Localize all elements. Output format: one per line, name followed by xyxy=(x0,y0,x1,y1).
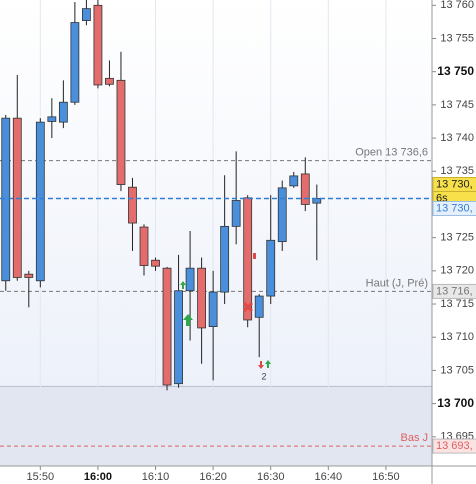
order-mark xyxy=(253,253,256,259)
x-tick-label: 16:30 xyxy=(257,471,285,483)
candle-body xyxy=(151,259,160,267)
y-tick-label: 13 720 xyxy=(440,265,474,277)
y-tick-label: 13 745 xyxy=(440,99,474,111)
candle-body xyxy=(93,4,103,86)
x-tick-label: 16:10 xyxy=(142,471,170,483)
y-tick-label: 13 700 xyxy=(437,396,474,410)
price-tag-label: 13 693, xyxy=(436,440,473,452)
annotation: 2 xyxy=(261,371,266,381)
candle-body xyxy=(35,121,45,282)
price-tag-label: 13 716, xyxy=(436,285,473,297)
y-tick-label: 13 715 xyxy=(440,298,474,310)
y-tick-label: 13 750 xyxy=(437,64,474,78)
candle-body xyxy=(24,273,34,278)
candle-body xyxy=(254,295,264,318)
candle-body xyxy=(47,116,57,122)
candle-body xyxy=(162,267,172,386)
level-label: Open 13 736,6 xyxy=(355,147,428,159)
x-tick-label: 16:50 xyxy=(372,471,400,483)
sell-arrow xyxy=(258,361,264,369)
candle-body xyxy=(105,77,114,85)
candle-body xyxy=(300,173,310,205)
candle-body xyxy=(70,22,80,103)
y-tick-label: 13 725 xyxy=(440,232,474,244)
shaded-zone xyxy=(0,386,432,466)
y-tick-label: 13 735 xyxy=(440,165,474,177)
candle-body xyxy=(220,225,230,293)
price-tag xyxy=(432,283,476,299)
price-tag-label: 13 730, xyxy=(436,178,473,190)
candle-body xyxy=(1,117,11,282)
candle-body xyxy=(116,79,126,185)
buy-arrow xyxy=(183,314,193,326)
candle-body xyxy=(231,200,241,227)
candle-body xyxy=(197,267,207,329)
level-label: Bas J xyxy=(400,432,428,444)
y-tick-label: 13 710 xyxy=(440,331,474,343)
buy-arrow xyxy=(265,360,271,368)
x-tick-label: 16:20 xyxy=(199,471,227,483)
level-label: Haut (J, Pré) xyxy=(366,277,428,289)
candle-body xyxy=(289,175,299,187)
price-tag-label: 13 730, xyxy=(436,202,473,214)
candle-body xyxy=(128,186,137,224)
buy-arrow xyxy=(180,281,186,289)
sell-cross xyxy=(242,301,254,313)
price-tag xyxy=(432,200,476,216)
candle-body xyxy=(243,197,253,321)
y-tick-label: 13 760 xyxy=(440,0,474,11)
x-tick-label: 16:00 xyxy=(84,471,112,483)
price-tag xyxy=(432,438,476,454)
candle-body xyxy=(139,226,149,266)
x-tick-label: 16:40 xyxy=(315,471,343,483)
candle-body xyxy=(208,291,218,327)
candle-body xyxy=(277,187,287,243)
y-tick-label: 13 740 xyxy=(440,132,474,144)
candle-body xyxy=(185,267,195,292)
y-tick-label: 13 755 xyxy=(440,32,474,44)
candle-body xyxy=(266,239,276,297)
candle-body xyxy=(174,290,183,385)
candle-body xyxy=(58,101,68,123)
x-tick-label: 15:50 xyxy=(27,471,55,483)
y-tick-label: 13 705 xyxy=(440,364,474,376)
candle-body xyxy=(82,8,91,21)
